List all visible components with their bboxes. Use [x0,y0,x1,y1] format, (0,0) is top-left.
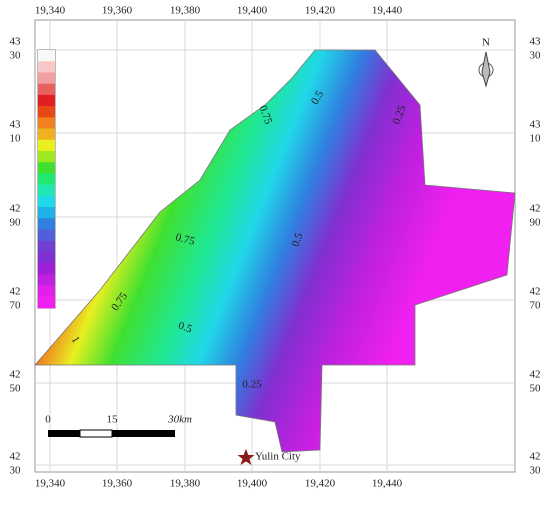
surface-region [34,49,516,453]
y-label-left: 42 [10,369,21,381]
y-label-right: 10 [530,133,542,145]
frame [34,19,516,473]
y-label-right: 42 [530,203,541,215]
y-label-left: 30 [10,465,22,477]
city-marker [237,449,255,465]
y-label-right: 30 [530,465,542,477]
colorbar [37,49,56,309]
colorbar-cell [38,94,55,107]
city-label: Yulin City [255,451,301,463]
x-label-bottom: 19,340 [35,478,66,490]
y-label-left: 30 [10,50,22,62]
colorbar-cell [38,218,55,230]
x-label-top: 19,340 [35,5,66,17]
x-label-bottom: 19,440 [372,478,403,490]
y-label-right: 43 [530,36,542,48]
contour-label: 0.5 [290,231,306,248]
colorbar-cell [38,50,55,62]
y-label-left: 42 [10,286,21,298]
y-label-right: 90 [530,217,542,229]
scale-segment [79,429,113,438]
colorbar-cell [38,229,55,241]
colorbar-cell [38,285,55,298]
colorbar-cell [38,106,55,118]
north-label: N [482,37,490,49]
y-label-left: 90 [10,217,22,229]
north-arrow [478,51,494,88]
scale-segment [112,430,175,437]
contour-label: 1 [69,334,82,345]
colorbar-cell [38,207,55,219]
x-label-bottom: 19,400 [237,478,268,490]
colorbar-cell [38,83,55,96]
y-label-left: 43 [10,119,22,131]
y-label-right: 30 [530,50,542,62]
x-label-top: 19,380 [170,5,201,17]
contour-label: 0.75 [174,231,196,248]
colorbar-cell [38,274,55,286]
y-label-left: 42 [10,451,21,463]
x-label-bottom: 19,360 [102,478,133,490]
scale-segment [48,430,80,437]
scale-label: 0 [45,414,51,426]
x-label-bottom: 19,380 [170,478,201,490]
y-label-right: 42 [530,286,541,298]
scale-label: 15 [107,414,119,426]
colorbar-cell [38,162,55,174]
y-label-left: 10 [10,133,22,145]
y-label-left: 42 [10,203,21,215]
colorbar-cell [38,61,55,73]
colorbar-cell [38,117,55,129]
colorbar-cell [38,184,55,197]
colorbar-cell [38,195,55,208]
north-needle [481,51,491,88]
colorbar-cell [38,173,55,185]
y-label-right: 70 [530,300,542,312]
colorbar-cell [38,251,55,264]
y-label-right: 42 [530,369,541,381]
y-label-left: 43 [10,36,22,48]
x-label-bottom: 19,420 [305,478,336,490]
colorbar-cell [38,128,55,141]
x-label-top: 19,360 [102,5,133,17]
y-label-left: 50 [10,383,22,395]
y-label-right: 50 [530,383,542,395]
y-label-right: 42 [530,451,541,463]
x-label-top: 19,440 [372,5,403,17]
colorbar-cell [38,150,55,163]
scale-label: 30km [167,414,192,426]
x-label-top: 19,400 [237,5,268,17]
colorbar-cell [38,296,55,309]
colorbar-cell [38,263,55,275]
x-label-top: 19,420 [305,5,336,17]
colorbar-cell [38,72,55,84]
contour-label: 0.5 [177,320,194,336]
y-label-left: 70 [10,300,22,312]
colorbar-cell [38,240,55,253]
y-label-right: 43 [530,119,542,131]
colorbar-cell [38,139,55,152]
scale-bar [48,429,175,438]
contour-label: 0.25 [242,379,262,391]
